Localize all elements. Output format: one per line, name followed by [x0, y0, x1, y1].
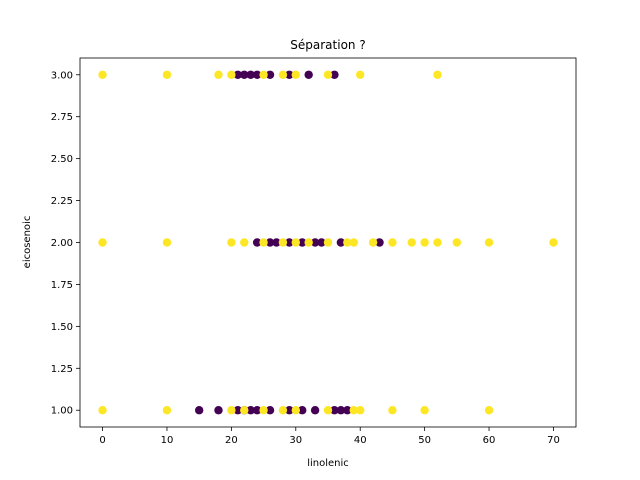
scatter-point: [298, 238, 307, 247]
scatter-point: [214, 70, 223, 79]
scatter-point: [259, 238, 268, 247]
scatter-point: [323, 406, 333, 415]
x-axis-label: linolenic: [307, 458, 349, 469]
y-tick-label: 3.00: [51, 70, 73, 81]
scatter-point: [407, 238, 416, 247]
scatter-point: [272, 238, 281, 247]
scatter-point: [298, 406, 307, 415]
scatter-point: [356, 406, 365, 415]
scatter-point: [310, 238, 320, 247]
y-axis-label: eicosenoic: [22, 216, 33, 269]
scatter-point: [233, 406, 243, 415]
scatter-point: [252, 406, 262, 415]
scatter-point: [375, 238, 384, 247]
scatter-point: [349, 238, 358, 247]
scatter-point: [278, 238, 288, 247]
y-tick-label: 2.25: [51, 196, 73, 207]
scatter-point: [549, 238, 558, 247]
scatter-point: [343, 238, 352, 247]
scatter-point: [452, 238, 462, 247]
scatter-point: [98, 70, 107, 79]
scatter-point: [310, 406, 320, 415]
x-tick-label: 20: [225, 435, 238, 446]
scatter-point: [252, 238, 262, 247]
scatter-point: [259, 70, 268, 79]
x-tick-label: 10: [161, 435, 174, 446]
scatter-point: [317, 238, 326, 247]
scatter-point: [433, 238, 442, 247]
y-tick-label: 2.75: [51, 112, 73, 123]
scatter-point: [484, 406, 494, 415]
scatter-point: [240, 406, 249, 415]
scatter-point: [420, 238, 429, 247]
scatter-point: [291, 70, 300, 79]
scatter-point: [291, 238, 300, 247]
x-tick-label: 60: [483, 435, 496, 446]
scatter-point: [349, 406, 358, 415]
data-points: [98, 70, 558, 415]
scatter-point: [265, 238, 275, 247]
chart-title: Séparation ?: [290, 38, 365, 52]
x-tick-label: 0: [99, 435, 105, 446]
scatter-point: [265, 406, 275, 415]
scatter-point: [330, 70, 339, 79]
y-tick-label: 2.50: [51, 154, 73, 165]
scatter-point: [259, 406, 268, 415]
scatter-point: [291, 406, 300, 415]
y-tick-label: 1.25: [51, 364, 73, 375]
scatter-point: [484, 238, 494, 247]
scatter-point: [388, 238, 397, 247]
scatter-point: [336, 238, 346, 247]
scatter-point: [98, 406, 107, 415]
scatter-point: [227, 70, 236, 79]
scatter-point: [246, 406, 255, 415]
scatter-point: [240, 238, 249, 247]
scatter-point: [343, 406, 352, 415]
scatter-point: [194, 406, 204, 415]
scatter-point: [330, 406, 339, 415]
x-tick-label: 50: [418, 435, 431, 446]
scatter-point: [285, 238, 294, 247]
scatter-point: [214, 406, 223, 415]
scatter-point: [162, 406, 172, 415]
scatter-point: [323, 238, 333, 247]
x-tick-label: 30: [289, 435, 302, 446]
scatter-point: [240, 70, 249, 79]
scatter-point: [252, 70, 262, 79]
y-tick-label: 2.00: [51, 238, 73, 249]
scatter-point: [336, 406, 346, 415]
scatter-point: [285, 406, 294, 415]
scatter-point: [388, 406, 397, 415]
y-tick-label: 1.50: [51, 322, 73, 333]
scatter-point: [420, 406, 429, 415]
scatter-point: [304, 238, 313, 247]
scatter-point: [162, 238, 172, 247]
scatter-point: [278, 70, 288, 79]
scatter-point: [227, 238, 236, 247]
y-tick-label: 1.75: [51, 280, 73, 291]
scatter-point: [278, 406, 288, 415]
scatter-point: [246, 70, 255, 79]
scatter-point: [227, 406, 236, 415]
scatter-point: [265, 70, 275, 79]
x-tick-label: 40: [354, 435, 367, 446]
scatter-point: [285, 70, 294, 79]
scatter-point: [368, 238, 378, 247]
x-axis: 0 10 20 30 40 50 60 70: [99, 427, 560, 446]
scatter-point: [356, 70, 365, 79]
scatter-point: [433, 70, 442, 79]
scatter-point: [233, 70, 243, 79]
scatter-point: [98, 238, 107, 247]
scatter-point: [323, 70, 333, 79]
y-axis: 1.00 1.25 1.50 1.75 2.00 2.25 2.50 2.75 3.00: [51, 70, 80, 417]
scatter-point: [162, 70, 172, 79]
scatter-point: [304, 70, 313, 79]
y-tick-label: 1.00: [51, 406, 73, 417]
x-tick-label: 70: [547, 435, 560, 446]
